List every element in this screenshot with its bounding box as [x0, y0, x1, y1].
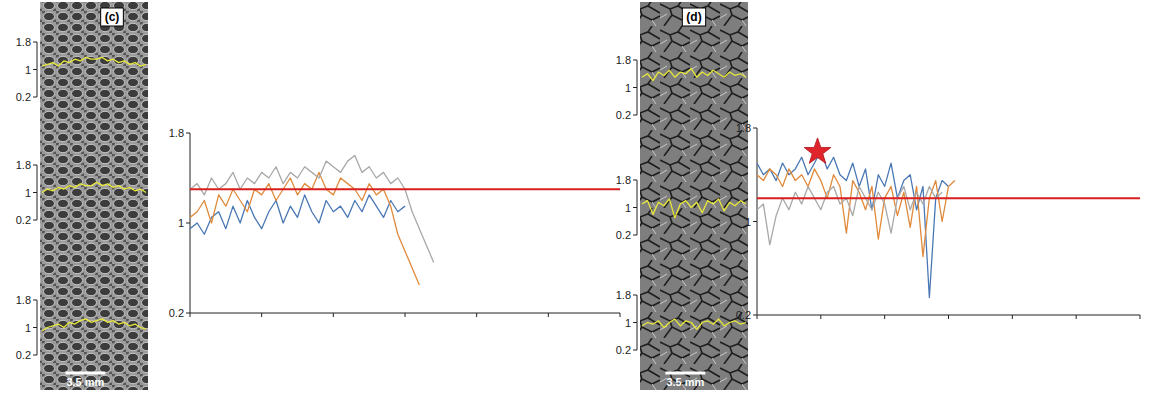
y-tick — [633, 322, 637, 323]
y-tick-label: 0.2 — [616, 344, 631, 356]
scale-bar — [65, 372, 105, 375]
y-tick — [633, 295, 637, 296]
y-tick-label: 0.2 — [16, 91, 31, 103]
y-tick-label: 1.8 — [616, 54, 631, 66]
scale-bar-label: 3.5 mm — [66, 376, 104, 388]
y-tick — [753, 315, 757, 316]
y-tick-label: 0.2 — [169, 307, 184, 319]
y-tick — [33, 97, 37, 98]
x-tick — [1140, 315, 1141, 319]
micrograph — [640, 2, 748, 390]
x-tick — [948, 315, 949, 319]
y-tick-label: 0.2 — [736, 309, 751, 321]
y-tick-label: 0.2 — [616, 109, 631, 121]
y-tick-label: 1 — [625, 82, 631, 94]
y-tick-label: 0.2 — [616, 229, 631, 241]
plot-area — [190, 156, 620, 285]
series-line — [190, 156, 434, 263]
x-tick — [757, 315, 758, 319]
panel-letter-box — [101, 8, 124, 26]
y-tick-label: 1.8 — [616, 174, 631, 186]
y-tick-label: 1 — [625, 317, 631, 329]
y-tick-label: 1.8 — [16, 294, 31, 306]
series-line — [757, 169, 955, 257]
x-tick — [1076, 315, 1077, 319]
x-tick — [476, 313, 477, 317]
y-tick — [753, 128, 757, 129]
panel-letter: (c) — [105, 10, 120, 24]
x-tick — [548, 313, 549, 317]
line-chart: 0.2 1 1.8 — [736, 122, 1140, 321]
y-tick-label: 0.2 — [16, 214, 31, 226]
y-tick — [33, 327, 37, 328]
y-tick — [33, 300, 37, 301]
profiles — [42, 57, 146, 330]
scale-bar — [665, 372, 705, 375]
y-tick — [633, 115, 637, 116]
y-tick — [33, 165, 37, 166]
profile-line — [642, 319, 746, 329]
y-tick — [753, 221, 757, 222]
y-tick — [33, 220, 37, 221]
y-tick — [633, 235, 637, 236]
y-tick — [186, 133, 190, 134]
y-tick-label: 1 — [25, 64, 31, 76]
profile-line — [642, 69, 746, 81]
x-tick — [333, 313, 334, 317]
line-chart: 0.2 1 1.8 — [169, 127, 620, 319]
y-tick — [33, 69, 37, 70]
x-tick — [820, 315, 821, 319]
reference-line — [190, 188, 620, 190]
y-tick — [633, 207, 637, 208]
panel-letter-box — [682, 8, 705, 26]
y-tick — [186, 223, 190, 224]
image-strip: 0.2 1 1.8 0.2 1 1.8 0.2 1 1.8 — [616, 2, 748, 390]
image-strip: 0.2 1 1.8 0.2 1 1.8 0.2 1 1.8 — [16, 2, 148, 390]
y-tick — [633, 180, 637, 181]
x-tick — [620, 313, 621, 317]
x-tick — [190, 313, 191, 317]
y-tick-label: 1 — [178, 217, 184, 229]
y-tick-label: 1 — [625, 202, 631, 214]
x-tick — [405, 313, 406, 317]
y-tick-label: 1.8 — [616, 289, 631, 301]
y-tick-label: 1.8 — [736, 122, 751, 134]
series-line — [757, 186, 942, 244]
y-tick-label: 1.8 — [16, 159, 31, 171]
y-tick-label: 1.8 — [16, 36, 31, 48]
x-tick — [1012, 315, 1013, 319]
y-tick — [33, 42, 37, 43]
profile-line — [42, 319, 146, 331]
micrograph — [40, 2, 148, 390]
y-tick-label: 0.2 — [16, 349, 31, 361]
figure: 0.211.80.211.80.211.8(c)3.5 mm0.211.80.2… — [0, 0, 1152, 394]
y-tick-label: 1 — [745, 216, 751, 228]
y-tick — [33, 192, 37, 193]
y-tick-label: 1 — [25, 322, 31, 334]
y-tick — [186, 313, 190, 314]
plot-area — [757, 151, 1140, 297]
x-tick — [884, 315, 885, 319]
y-tick — [633, 87, 637, 88]
panel-letter: (d) — [686, 10, 701, 24]
y-tick — [33, 355, 37, 356]
y-tick-label: 1 — [25, 187, 31, 199]
y-tick-label: 1.8 — [169, 127, 184, 139]
y-tick — [633, 60, 637, 61]
x-tick — [261, 313, 262, 317]
profile-line — [642, 199, 746, 218]
profile-line — [42, 182, 146, 192]
star-marker — [804, 138, 831, 163]
scale-bar-label: 3.5 mm — [666, 376, 704, 388]
profile-line — [42, 57, 146, 66]
profiles — [642, 69, 746, 330]
y-tick — [633, 350, 637, 351]
reference-line — [757, 197, 1140, 199]
